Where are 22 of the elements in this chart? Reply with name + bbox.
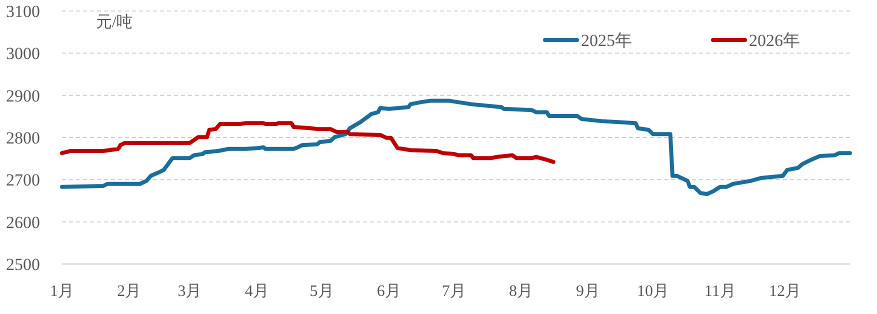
y-tick-label: 3100 bbox=[6, 2, 40, 21]
x-tick-label: 5月 bbox=[310, 283, 334, 300]
x-tick-label: 8月 bbox=[508, 283, 533, 300]
legend-label: 2025年 bbox=[581, 31, 632, 50]
x-tick-label: 4月 bbox=[244, 283, 269, 300]
y-axis-title: 元/吨 bbox=[96, 13, 132, 31]
x-tick-label: 11月 bbox=[704, 283, 736, 300]
x-tick-label: 3月 bbox=[178, 283, 202, 300]
y-tick-label: 2900 bbox=[6, 86, 40, 106]
x-tick-label: 1月 bbox=[50, 283, 74, 300]
x-tick-label: 6月 bbox=[376, 283, 401, 300]
x-tick-label: 7月 bbox=[442, 283, 466, 300]
y-tick-label: 2800 bbox=[6, 128, 40, 148]
y-tick-label: 2500 bbox=[6, 255, 40, 274]
y-tick-label: 2600 bbox=[6, 212, 40, 232]
y-tick-label: 3000 bbox=[6, 44, 40, 64]
x-tick-label: 12月 bbox=[769, 283, 802, 300]
x-tick-label: 9月 bbox=[576, 283, 600, 300]
x-tick-label: 2月 bbox=[117, 283, 142, 300]
legend-label: 2026年 bbox=[749, 31, 800, 50]
y-tick-label: 2700 bbox=[6, 170, 40, 190]
x-tick-label: 10月 bbox=[637, 283, 669, 300]
